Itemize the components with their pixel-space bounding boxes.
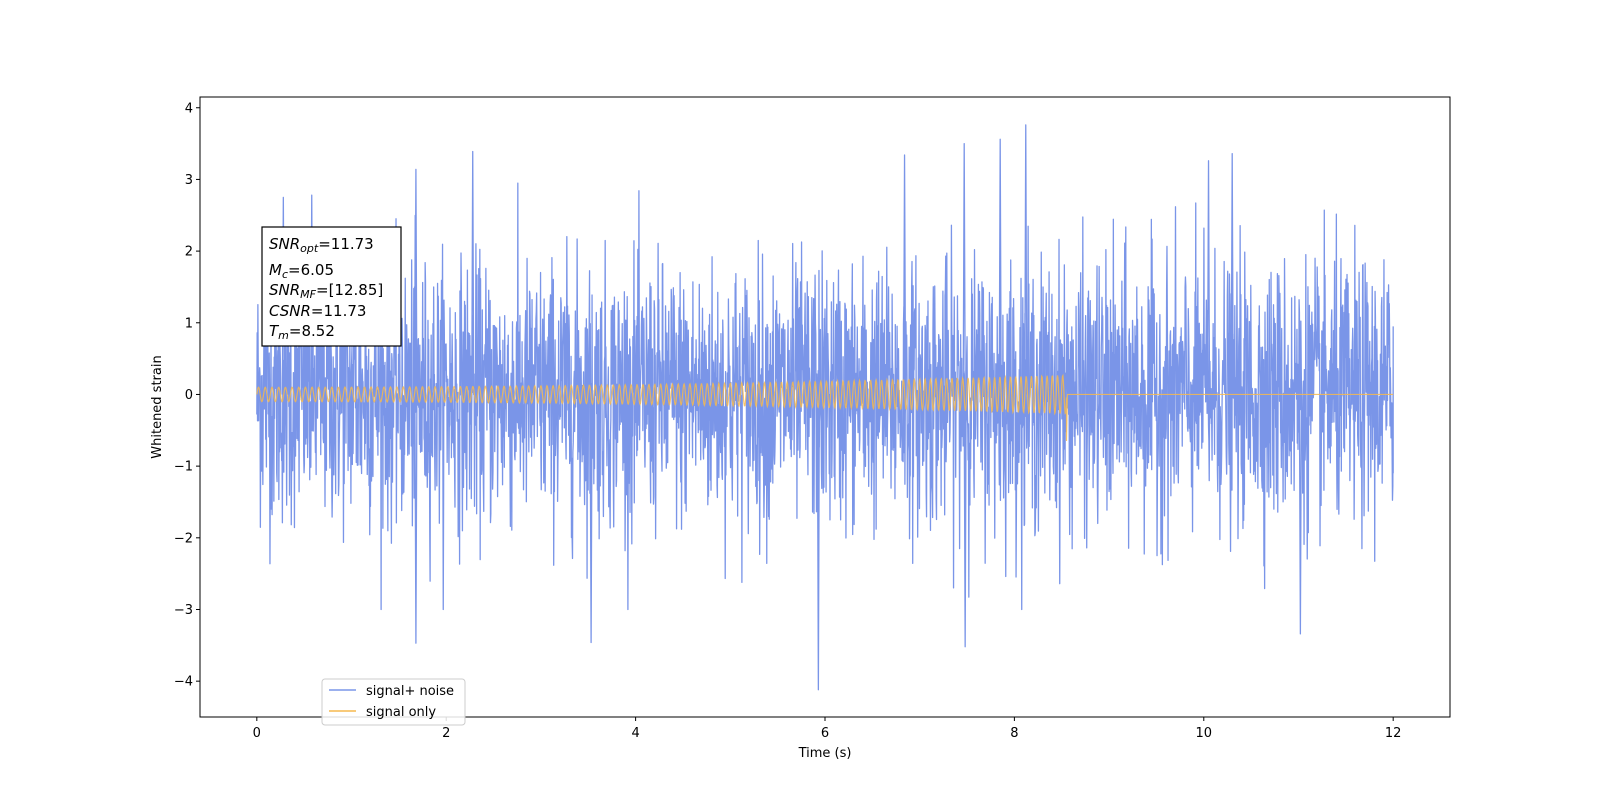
y-tick-label: −2	[174, 531, 193, 546]
annotation-frame	[261, 226, 402, 347]
y-tick-label: −4	[174, 675, 193, 690]
annotation-line: SNRMF=[12.85]	[269, 281, 383, 301]
y-axis-label: Whitened strain	[150, 355, 165, 458]
plot-area	[199, 96, 1451, 718]
annotation-line: CSNR=11.73	[269, 302, 366, 320]
line-signal-noise	[256, 124, 1394, 691]
series-layer-signal-only	[256, 373, 1394, 442]
y-tick-label: 3	[185, 173, 193, 188]
y-tick-label: 0	[185, 388, 193, 403]
x-tick-label: 6	[821, 726, 829, 741]
annotation-line: SNRopt=11.73	[269, 235, 374, 255]
legend: signal+ noise signal only	[321, 678, 466, 726]
y-tick-label: −3	[174, 603, 193, 618]
x-tick-label: 2	[442, 726, 450, 741]
y-tick-label: 2	[185, 245, 193, 260]
y-tick-label: −1	[174, 460, 193, 475]
annotation-line: Mc=6.05	[269, 261, 334, 281]
x-axis: 0 2 4 6 8 10 12	[253, 717, 1402, 741]
legend-label-signal-noise: signal+ noise	[366, 684, 454, 699]
x-tick-label: 0	[253, 726, 261, 741]
x-tick-label: 8	[1010, 726, 1018, 741]
annotation-line: Tm=8.52	[269, 322, 335, 342]
annotation-box: SNRopt=11.73 Mc=6.05SNRMF=[12.85]CSNR=11.…	[261, 226, 402, 347]
line-signal-only	[256, 373, 1394, 442]
x-tick-label: 12	[1385, 726, 1402, 741]
y-tick-label: 4	[185, 101, 193, 116]
y-tick-label: 1	[185, 316, 193, 331]
x-tick-label: 4	[631, 726, 639, 741]
x-tick-label: 10	[1196, 726, 1213, 741]
legend-frame	[321, 678, 466, 726]
y-axis: −4 −3 −2 −1 0 1 2 3 4	[174, 101, 200, 690]
legend-label-signal-only: signal only	[366, 705, 436, 720]
x-axis-label: Time (s)	[798, 746, 852, 761]
series-layer-signal-noise	[256, 124, 1394, 691]
